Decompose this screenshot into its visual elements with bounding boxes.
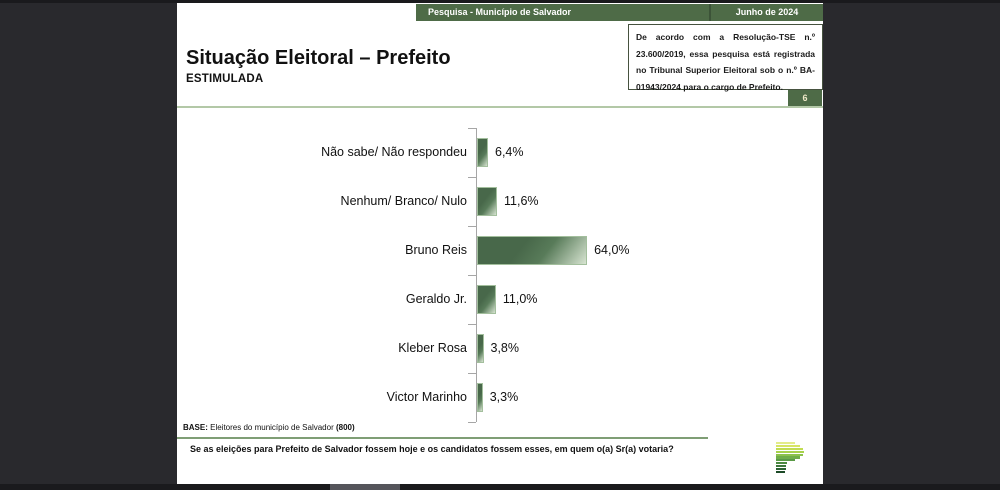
axis-tick: [468, 275, 476, 276]
base-text: Eleitores do município de Salvador: [207, 423, 336, 432]
base-label: BASE:: [183, 423, 208, 432]
logo-stripe: [776, 444, 800, 448]
base-count: (800): [335, 423, 355, 432]
axis-tick: [468, 324, 476, 325]
chart-row: Geraldo Jr. 11,0%: [177, 275, 823, 324]
axis-tick: [468, 128, 476, 129]
slide-header-bar: Pesquisa - Município de Salvador Junho d…: [416, 4, 823, 21]
horizontal-scrollbar-track[interactable]: [0, 484, 1000, 490]
header-survey-label: Pesquisa - Município de Salvador: [416, 4, 709, 21]
page-title: Situação Eleitoral – Prefeito: [186, 47, 451, 69]
logo-stripe: [776, 453, 803, 456]
pollster-p-logo: [776, 442, 806, 476]
footer-divider-line: [177, 437, 708, 439]
axis-tick: [468, 373, 476, 374]
value-label: 3,8%: [490, 341, 520, 355]
bar-segment: [477, 187, 497, 216]
value-label: 3,3%: [489, 390, 519, 404]
slide-canvas: Pesquisa - Município de Salvador Junho d…: [177, 3, 823, 484]
value-label: 11,6%: [504, 194, 539, 208]
logo-stripe: [776, 456, 800, 459]
category-label: Nenhum/ Branco/ Nulo: [340, 194, 467, 208]
logo-stripe: [776, 450, 804, 453]
logo-stripe: [776, 465, 786, 468]
category-label: Não sabe/ Não respondeu: [321, 145, 467, 159]
bar-segment: [477, 334, 484, 363]
bar-segment: [477, 138, 488, 167]
value-label: 6,4%: [495, 145, 524, 159]
tse-legal-notice: De acordo com a Resolução-TSE n.º 23.600…: [628, 24, 823, 92]
bar-segment: [477, 236, 588, 265]
title-divider-line: [177, 106, 823, 108]
category-label: Victor Marinho: [386, 390, 467, 404]
chart-row: Victor Marinho 3,3%: [177, 373, 823, 422]
window-top-edge: [0, 0, 1000, 3]
chart-row: Nenhum/ Branco/ Nulo 11,6%: [177, 177, 823, 226]
category-label: Geraldo Jr.: [405, 292, 467, 306]
logo-stripe: [776, 459, 795, 462]
page-number-badge: 6: [788, 90, 822, 106]
bar-segment: [477, 383, 483, 412]
logo-stripe: [776, 470, 785, 473]
axis-tick: [468, 177, 476, 178]
chart-row: Bruno Reis 64,0%: [177, 226, 823, 275]
axis-tick: [468, 422, 476, 423]
value-label: 11,0%: [502, 292, 538, 306]
survey-question: Se as eleições para Prefeito de Salvador…: [190, 444, 674, 454]
horizontal-scrollbar-thumb[interactable]: [330, 484, 400, 490]
base-note: BASE: Eleitores do município de Salvador…: [183, 423, 355, 432]
category-label: Kleber Rosa: [398, 341, 467, 355]
chart-row: Não sabe/ Não respondeu 6,4%: [177, 128, 823, 177]
bar-segment: [477, 285, 496, 314]
page-subtitle: ESTIMULADA: [186, 73, 264, 85]
logo-stripe: [776, 462, 787, 465]
logo-stripe: [776, 467, 786, 471]
title-block: Situação Eleitoral – Prefeito ESTIMULADA: [186, 47, 451, 85]
logo-stripe: [776, 447, 803, 450]
header-divider: [709, 4, 711, 21]
bar-chart: Não sabe/ Não respondeu 6,4% Nenhum/ Branc…: [177, 3, 823, 484]
header-date-label: Junho de 2024: [711, 4, 823, 21]
value-label: 64,0%: [594, 243, 630, 257]
axis-tick: [468, 226, 476, 227]
logo-stripe: [776, 442, 795, 445]
category-label: Bruno Reis: [405, 243, 467, 257]
chart-row: Kleber Rosa 3,8%: [177, 324, 823, 373]
category-axis: [476, 128, 477, 422]
